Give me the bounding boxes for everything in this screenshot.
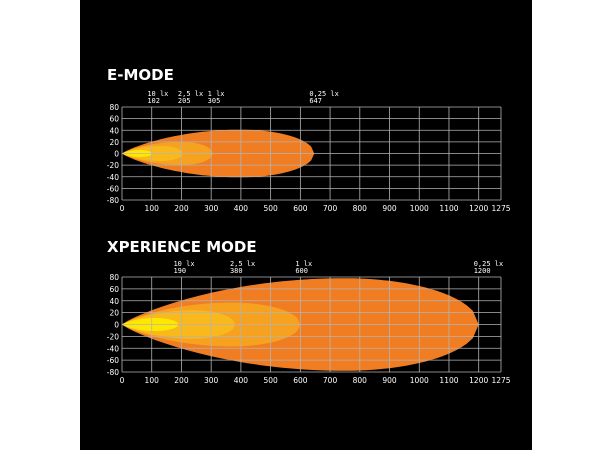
x-tick-label: 200 bbox=[174, 204, 189, 213]
x-tick-label: 0 bbox=[120, 204, 125, 213]
x-tick-label: 500 bbox=[263, 376, 278, 385]
chart-title: XPERIENCE MODE bbox=[107, 238, 257, 256]
y-tick-label: -80 bbox=[107, 368, 119, 377]
x-tick-label: 800 bbox=[353, 204, 368, 213]
x-tick-label: 900 bbox=[382, 204, 397, 213]
x-tick-label: 1000 bbox=[410, 376, 429, 385]
y-tick-label: -40 bbox=[107, 344, 119, 353]
lux-label: 2,5 lx bbox=[178, 90, 203, 98]
distance-label: 205 bbox=[178, 97, 191, 105]
y-tick-label: -40 bbox=[107, 173, 119, 182]
y-tick-label: 80 bbox=[109, 103, 119, 112]
y-tick-label: 20 bbox=[109, 138, 119, 147]
x-tick-label: 300 bbox=[204, 376, 219, 385]
y-tick-label: -80 bbox=[107, 196, 119, 205]
lux-label: 1 lx bbox=[208, 90, 225, 98]
y-tick-label: 40 bbox=[109, 126, 119, 135]
x-tick-label: 600 bbox=[293, 376, 308, 385]
y-tick-label: 60 bbox=[109, 115, 119, 124]
lux-label: 0,25 lx bbox=[474, 260, 504, 268]
x-tick-label: 600 bbox=[293, 204, 308, 213]
x-tick-label: 300 bbox=[204, 204, 219, 213]
x-tick-label: 0 bbox=[120, 376, 125, 385]
x-tick-label: 700 bbox=[323, 376, 338, 385]
x-tick-label: 1000 bbox=[410, 204, 429, 213]
x-tick-label: 100 bbox=[145, 204, 160, 213]
x-tick-label: 400 bbox=[234, 204, 249, 213]
y-tick-label: 40 bbox=[109, 297, 119, 306]
y-tick-label: -60 bbox=[107, 356, 119, 365]
chart-title: E-MODE bbox=[107, 66, 174, 84]
distance-label: 190 bbox=[173, 267, 186, 275]
x-tick-label: 400 bbox=[234, 376, 249, 385]
lux-label: 10 lx bbox=[173, 260, 194, 268]
lux-label: 0,25 lx bbox=[309, 90, 339, 98]
y-tick-label: -60 bbox=[107, 184, 119, 193]
y-tick-label: 80 bbox=[109, 273, 119, 282]
x-tick-label: 100 bbox=[145, 376, 160, 385]
x-tick-label: 1100 bbox=[439, 376, 458, 385]
x-tick-label: 700 bbox=[323, 204, 338, 213]
y-tick-label: 0 bbox=[114, 321, 119, 330]
x-tick-label: 1100 bbox=[439, 204, 458, 213]
x-tick-label: 900 bbox=[382, 376, 397, 385]
lux-label: 10 lx bbox=[147, 90, 168, 98]
x-tick-label: 200 bbox=[174, 376, 189, 385]
lux-label: 2,5 lx bbox=[230, 260, 255, 268]
y-tick-label: -20 bbox=[107, 161, 119, 170]
x-tick-label: 1200 bbox=[469, 376, 488, 385]
distance-label: 102 bbox=[147, 97, 160, 105]
x-tick-label: 500 bbox=[263, 204, 278, 213]
x-tick-label: 800 bbox=[353, 376, 368, 385]
x-tick-label: 1275 bbox=[491, 204, 510, 213]
y-tick-label: -20 bbox=[107, 332, 119, 341]
y-tick-label: 60 bbox=[109, 285, 119, 294]
y-tick-label: 0 bbox=[114, 150, 119, 159]
distance-label: 600 bbox=[295, 267, 308, 275]
distance-label: 647 bbox=[309, 97, 322, 105]
distance-label: 380 bbox=[230, 267, 243, 275]
x-tick-label: 1275 bbox=[491, 376, 510, 385]
chart-panel bbox=[80, 0, 532, 450]
distance-label: 305 bbox=[208, 97, 221, 105]
y-tick-label: 20 bbox=[109, 309, 119, 318]
x-tick-label: 1200 bbox=[469, 204, 488, 213]
lux-label: 1 lx bbox=[295, 260, 312, 268]
distance-label: 1200 bbox=[474, 267, 491, 275]
